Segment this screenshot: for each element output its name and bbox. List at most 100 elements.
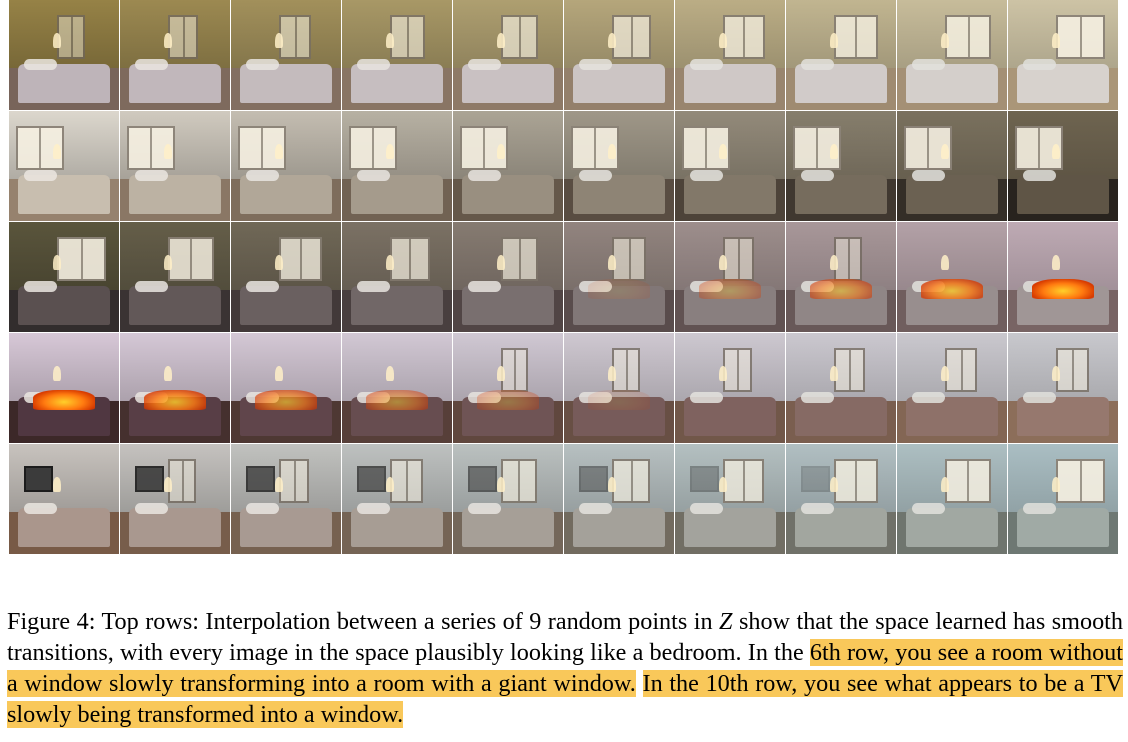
thumbnail-bed xyxy=(128,285,222,326)
thumbnail-window xyxy=(348,126,397,171)
thumbnail-window xyxy=(612,237,647,282)
caption-text-2: show that the space learned has smooth t… xyxy=(7,608,1123,666)
thumbnail-bed xyxy=(350,396,444,437)
thumbnail-lamp xyxy=(386,477,394,493)
thumbnail-tv xyxy=(690,466,719,493)
bedroom-thumbnail xyxy=(120,111,231,222)
caption-math-z: Z xyxy=(719,608,733,635)
thumbnail-lamp xyxy=(941,477,949,493)
thumbnail-bed xyxy=(461,285,555,326)
thumbnail-bed xyxy=(794,174,888,215)
thumbnail-window xyxy=(945,348,977,393)
thumbnail-bed xyxy=(128,63,222,104)
thumbnail-lamp xyxy=(1052,33,1060,49)
bedroom-thumbnail xyxy=(897,444,1008,555)
thumbnail-bed xyxy=(683,285,777,326)
bedroom-thumbnail xyxy=(231,333,342,444)
thumbnail-bed xyxy=(794,507,888,548)
thumbnail-wall xyxy=(231,333,341,402)
bedroom-thumbnail xyxy=(786,444,897,555)
thumbnail-fire xyxy=(144,390,206,410)
thumbnail-fire xyxy=(1032,279,1094,299)
thumbnail-lamp xyxy=(608,33,616,49)
thumbnail-bed xyxy=(461,63,555,104)
thumbnail-pillow xyxy=(690,392,724,404)
thumbnail-fire xyxy=(255,390,317,410)
thumbnail-window xyxy=(945,459,992,504)
thumbnail-lamp xyxy=(275,477,283,493)
thumbnail-bed xyxy=(572,507,666,548)
thumbnail-pillow xyxy=(246,59,280,71)
thumbnail-fire xyxy=(477,390,539,410)
thumbnail-lamp xyxy=(497,144,505,160)
bedroom-thumbnail xyxy=(675,444,786,555)
thumbnail-tv xyxy=(801,466,830,493)
thumbnail-window xyxy=(723,348,753,393)
thumbnail-bed xyxy=(239,285,333,326)
thumbnail-bed xyxy=(350,285,444,326)
thumbnail-bed xyxy=(350,174,444,215)
thumbnail-window xyxy=(834,459,878,504)
thumbnail-pillow xyxy=(24,59,58,71)
thumbnail-lamp xyxy=(275,255,283,271)
thumbnail-lamp xyxy=(830,366,838,382)
bedroom-thumbnail xyxy=(1008,444,1119,555)
thumbnail-wall xyxy=(9,333,119,402)
thumbnail-lamp xyxy=(719,366,727,382)
thumbnail-window xyxy=(612,15,652,60)
thumbnail-pillow xyxy=(690,503,724,515)
thumbnail-window xyxy=(390,15,425,60)
thumbnail-pillow xyxy=(912,170,946,182)
thumbnail-bed xyxy=(350,507,444,548)
thumbnail-lamp xyxy=(275,144,283,160)
thumbnail-window xyxy=(945,15,992,60)
thumbnail-pillow xyxy=(135,503,169,515)
thumbnail-bed xyxy=(572,63,666,104)
thumbnail-lamp xyxy=(53,144,61,160)
thumbnail-lamp xyxy=(386,366,394,382)
bedroom-thumbnail xyxy=(786,111,897,222)
thumbnail-pillow xyxy=(1023,392,1057,404)
thumbnail-fire xyxy=(588,279,650,299)
thumbnail-bed xyxy=(17,507,111,548)
bedroom-thumbnail xyxy=(897,222,1008,333)
caption-text-1: Top rows: Interpolation between a series… xyxy=(95,608,720,635)
thumbnail-window xyxy=(1056,348,1089,393)
thumbnail-lamp xyxy=(53,255,61,271)
thumbnail-bed xyxy=(1016,396,1110,437)
thumbnail-tv xyxy=(357,466,386,493)
thumbnail-window xyxy=(501,348,529,393)
thumbnail-lamp xyxy=(1052,255,1060,271)
thumbnail-pillow xyxy=(468,170,502,182)
bedroom-thumbnail xyxy=(675,111,786,222)
thumbnail-lamp xyxy=(830,33,838,49)
image-grid xyxy=(9,0,1119,555)
thumbnail-window xyxy=(57,237,106,282)
thumbnail-bed xyxy=(572,285,666,326)
bedroom-thumbnail xyxy=(564,333,675,444)
bedroom-thumbnail xyxy=(564,222,675,333)
thumbnail-pillow xyxy=(135,281,169,293)
bedroom-thumbnail xyxy=(120,444,231,555)
thumbnail-pillow xyxy=(24,170,58,182)
thumbnail-lamp xyxy=(164,255,172,271)
thumbnail-lamp xyxy=(608,366,616,382)
thumbnail-window xyxy=(279,237,322,282)
thumbnail-pillow xyxy=(579,281,613,293)
thumbnail-window xyxy=(723,15,765,60)
thumbnail-lamp xyxy=(719,255,727,271)
bedroom-thumbnail xyxy=(897,0,1008,111)
thumbnail-bed xyxy=(1016,174,1110,215)
bedroom-thumbnail xyxy=(1008,0,1119,111)
thumbnail-pillow xyxy=(1023,59,1057,71)
thumbnail-wall xyxy=(1008,222,1118,291)
thumbnail-bed xyxy=(683,396,777,437)
thumbnail-bed xyxy=(683,174,777,215)
thumbnail-window xyxy=(390,459,423,504)
thumbnail-lamp xyxy=(53,366,61,382)
thumbnail-fire xyxy=(588,390,650,410)
thumbnail-bed xyxy=(905,63,999,104)
bedroom-thumbnail xyxy=(564,0,675,111)
thumbnail-tv xyxy=(468,466,497,493)
thumbnail-tv xyxy=(135,466,164,493)
